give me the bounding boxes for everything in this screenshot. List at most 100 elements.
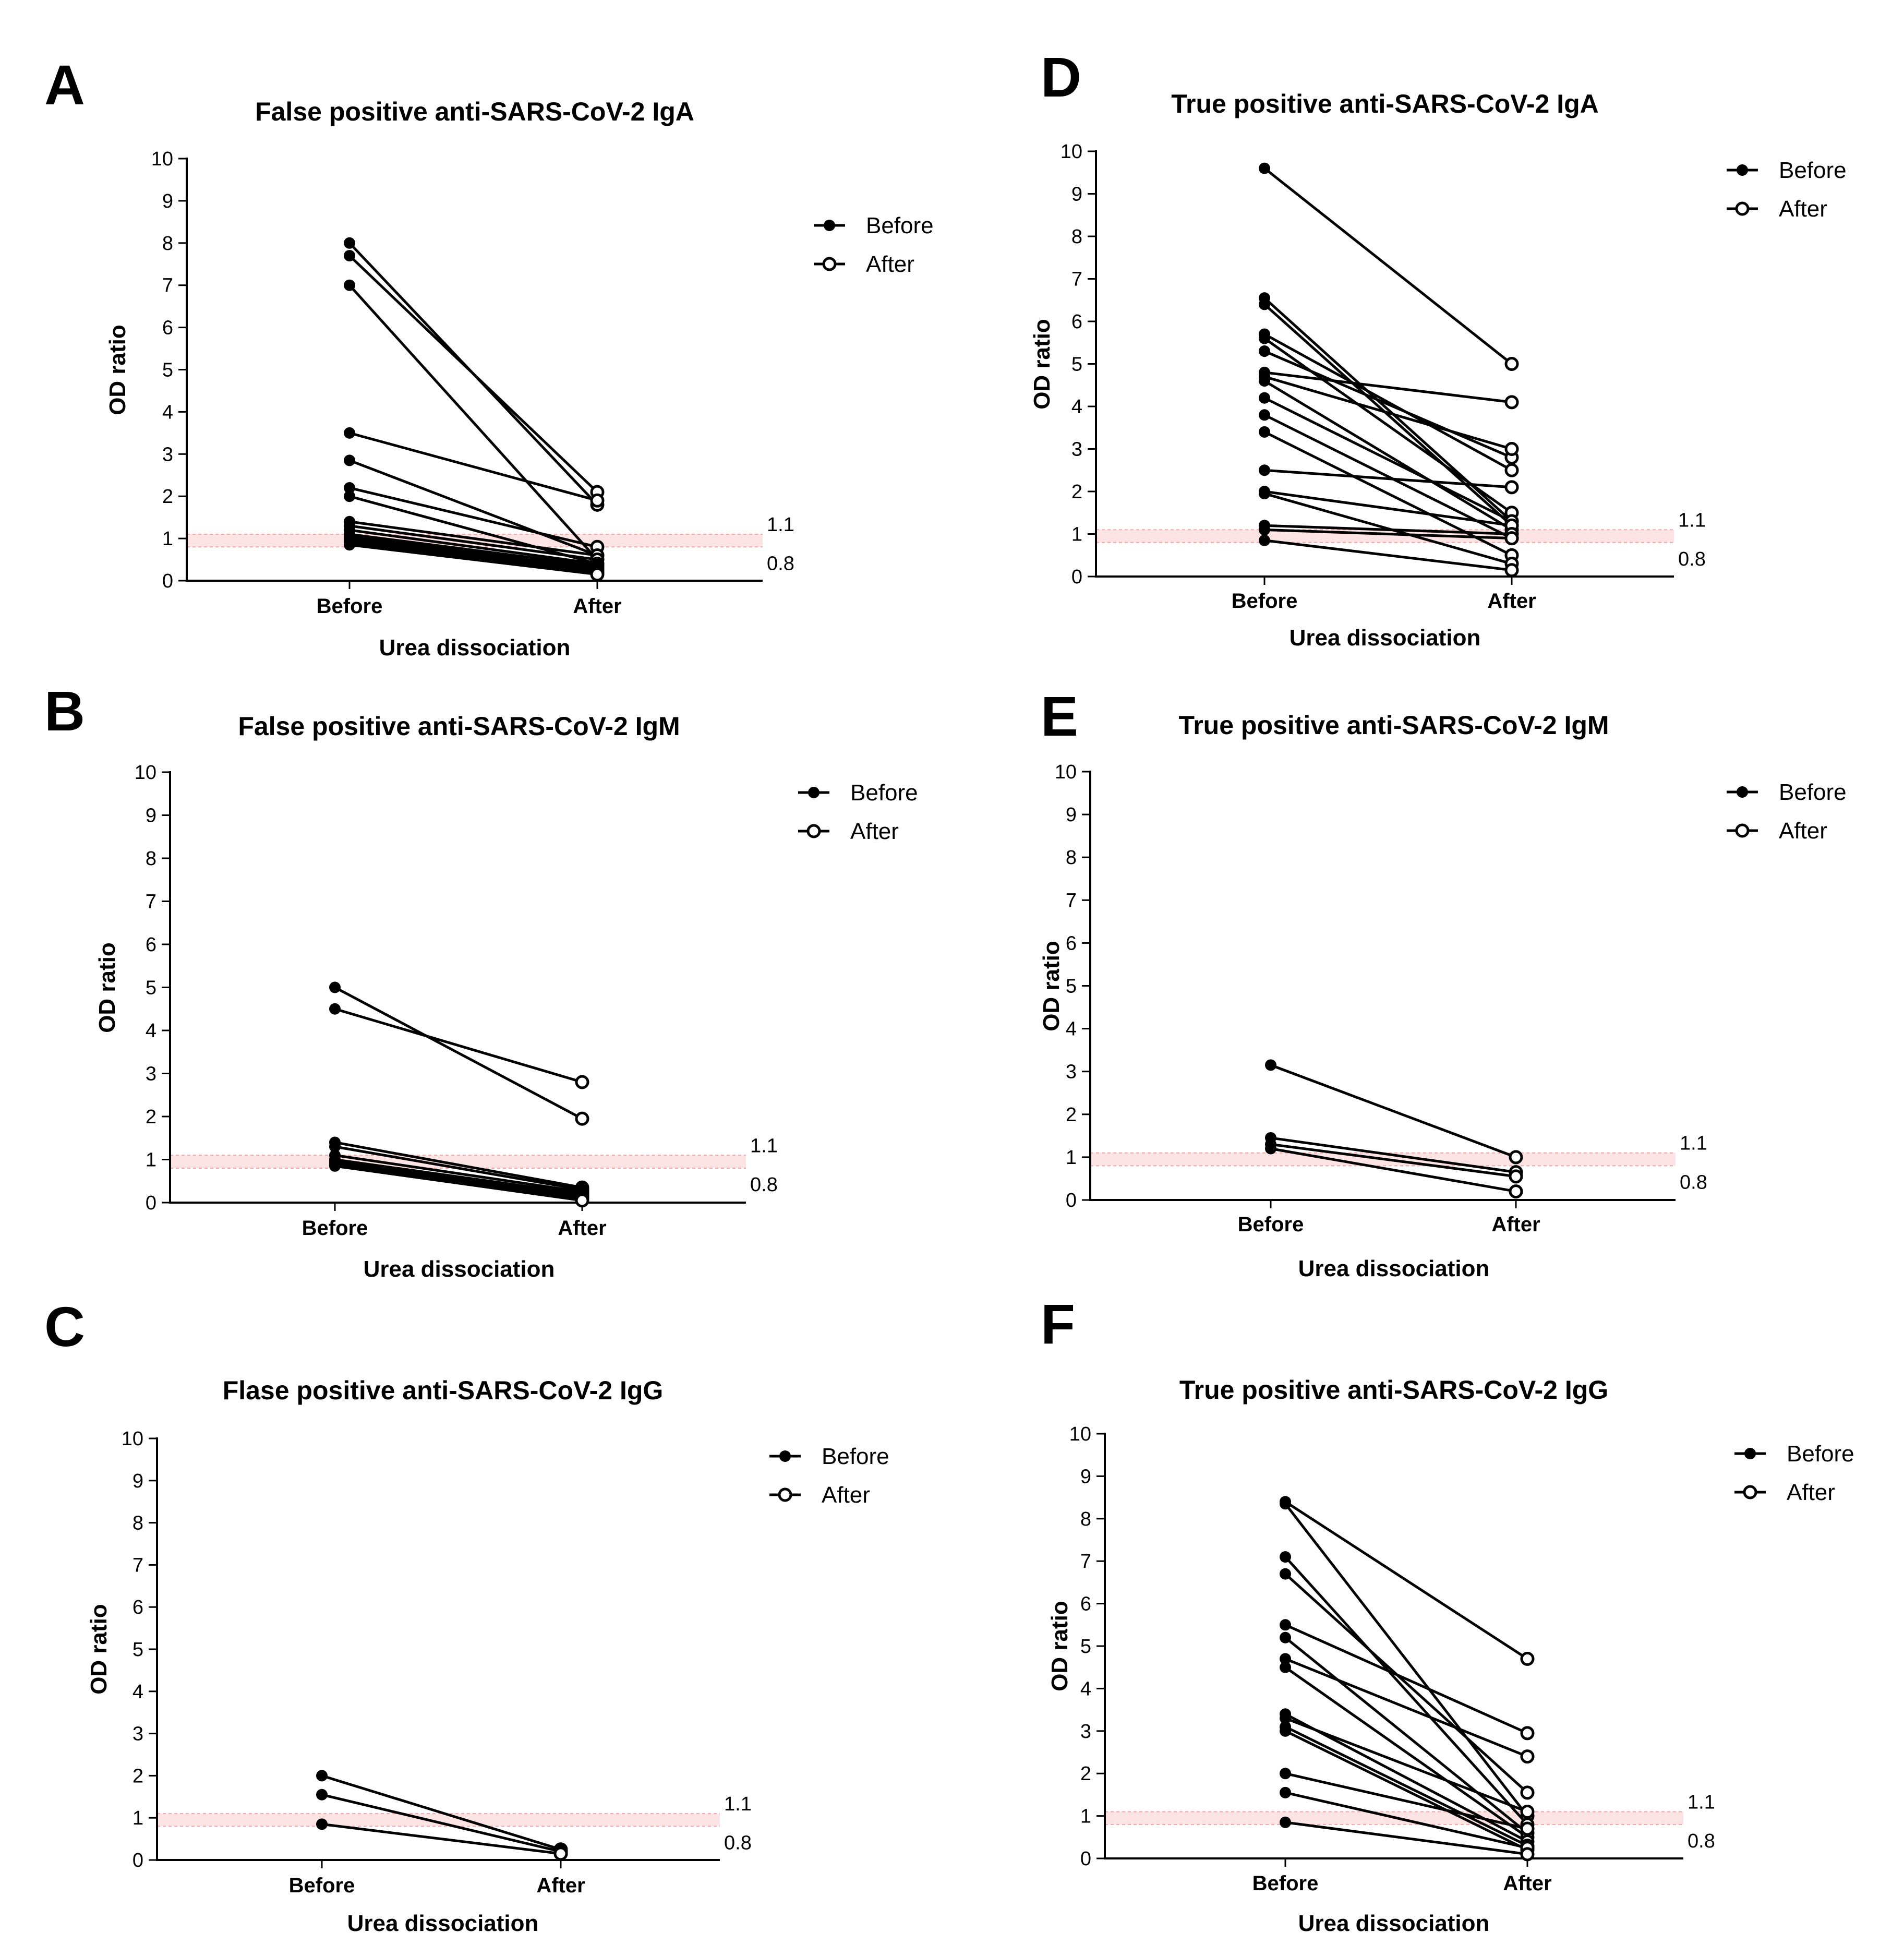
pair-line bbox=[349, 495, 598, 566]
before-point bbox=[1259, 345, 1270, 357]
before-point bbox=[1259, 524, 1270, 536]
threshold-band bbox=[1096, 530, 1674, 543]
before-point bbox=[1280, 1725, 1291, 1737]
pair-line bbox=[348, 255, 598, 493]
pair-line bbox=[1263, 337, 1513, 514]
pair-line bbox=[1285, 1772, 1528, 1830]
before-point bbox=[1280, 1816, 1291, 1828]
panel-a: A False positive anti-SARS-CoV-2 IgA 1.1 0.… bbox=[44, 53, 934, 661]
y-tick-label: 10 bbox=[135, 762, 156, 784]
legend-before-marker bbox=[1737, 786, 1748, 798]
threshold-label-lower: 0.8 bbox=[1688, 1830, 1715, 1852]
pair-line bbox=[1263, 430, 1513, 557]
pair-line bbox=[334, 1162, 583, 1200]
y-tick-label: 8 bbox=[1066, 847, 1077, 869]
legend: Before After bbox=[1734, 1441, 1854, 1505]
before-point bbox=[1280, 1551, 1291, 1563]
chart-title: True positive anti-SARS-CoV-2 IgG bbox=[1179, 1375, 1608, 1405]
x-tick-label: Before bbox=[317, 595, 383, 618]
pair-line bbox=[349, 535, 598, 570]
y-axis-title: OD ratio bbox=[1039, 941, 1064, 1031]
panel-f: F True positive anti-SARS-CoV-2 IgG 1.1 0.8… bbox=[1041, 1292, 1854, 1936]
y-tick-label: 8 bbox=[1071, 226, 1082, 248]
pair-line bbox=[349, 459, 598, 557]
pair-line bbox=[1264, 524, 1512, 535]
x-axis-title: Urea dissociation bbox=[1298, 1911, 1490, 1936]
chart-title: True positive anti-SARS-CoV-2 IgA bbox=[1171, 89, 1599, 118]
before-point bbox=[344, 237, 355, 249]
after-point bbox=[1504, 357, 1519, 371]
y-tick-label: 0 bbox=[1066, 1190, 1077, 1211]
legend-before-marker bbox=[808, 787, 820, 798]
pair-line bbox=[1264, 375, 1512, 450]
legend-before-label: Before bbox=[866, 213, 934, 238]
after-point bbox=[1520, 1821, 1535, 1836]
x-tick-label: After bbox=[536, 1874, 585, 1897]
pair-line bbox=[1263, 167, 1513, 365]
pair-line bbox=[334, 1154, 583, 1193]
pair-line bbox=[349, 543, 598, 576]
x-tick-label: Before bbox=[1252, 1872, 1319, 1895]
y-tick-label: 7 bbox=[1066, 890, 1077, 911]
legend: Before After bbox=[798, 780, 918, 844]
chart-title: Flase positive anti-SARS-CoV-2 IgG bbox=[223, 1376, 664, 1405]
y-tick-label: 0 bbox=[146, 1192, 156, 1214]
panel-letter: F bbox=[1041, 1292, 1075, 1355]
y-tick-label: 3 bbox=[146, 1063, 156, 1085]
y-tick-label: 2 bbox=[1066, 1104, 1077, 1126]
before-point bbox=[1259, 409, 1270, 421]
y-tick-label: 5 bbox=[146, 977, 156, 999]
y-tick-label: 6 bbox=[1066, 932, 1077, 954]
chart-title: False positive anti-SARS-CoV-2 IgM bbox=[238, 712, 680, 741]
x-tick-label: Before bbox=[289, 1874, 355, 1897]
y-tick-label: 3 bbox=[162, 443, 173, 465]
legend: Before After bbox=[1727, 779, 1847, 844]
threshold-label-upper: 1.1 bbox=[767, 514, 794, 536]
before-point bbox=[344, 279, 355, 291]
pair-line bbox=[334, 1141, 583, 1189]
pair-line bbox=[334, 986, 583, 1120]
after-point bbox=[1504, 463, 1519, 477]
legend-after-marker bbox=[778, 1487, 792, 1502]
y-tick-label: 10 bbox=[1055, 761, 1077, 783]
panel-letter: C bbox=[44, 1295, 85, 1358]
pair-line bbox=[349, 529, 598, 566]
y-tick-label: 5 bbox=[1080, 1636, 1091, 1658]
before-point bbox=[1259, 298, 1270, 310]
pair-line bbox=[1284, 1666, 1528, 1839]
y-tick-label: 0 bbox=[1080, 1848, 1091, 1870]
before-point bbox=[344, 490, 355, 502]
after-point bbox=[1520, 1651, 1535, 1666]
legend-before-label: Before bbox=[1787, 1441, 1854, 1467]
x-tick-label: Before bbox=[302, 1217, 368, 1240]
threshold-label-lower: 0.8 bbox=[750, 1174, 778, 1196]
threshold-label-upper: 1.1 bbox=[724, 1793, 752, 1815]
x-tick-label: After bbox=[558, 1217, 606, 1240]
threshold-band bbox=[187, 534, 763, 547]
y-tick-label: 2 bbox=[162, 486, 173, 508]
before-point bbox=[1265, 1143, 1276, 1155]
before-point bbox=[344, 454, 355, 466]
x-axis-title: Urea dissociation bbox=[347, 1911, 539, 1936]
before-point bbox=[329, 981, 341, 993]
after-point bbox=[575, 1193, 589, 1208]
before-point bbox=[344, 250, 355, 262]
before-point bbox=[1280, 1498, 1291, 1510]
y-tick-label: 9 bbox=[1071, 184, 1082, 206]
panel-b: B False positive anti-SARS-CoV-2 IgM 1.1 0.… bbox=[44, 679, 918, 1282]
after-point bbox=[1509, 1184, 1523, 1199]
y-axis-title: OD ratio bbox=[105, 325, 130, 415]
y-tick-label: 8 bbox=[162, 233, 173, 255]
pair-line bbox=[1264, 528, 1512, 540]
after-point bbox=[553, 1846, 568, 1861]
pair-line bbox=[334, 1160, 583, 1198]
y-tick-label: 6 bbox=[1071, 311, 1082, 333]
y-tick-label: 4 bbox=[146, 1020, 156, 1042]
legend-after-marker bbox=[1735, 823, 1750, 838]
before-point bbox=[344, 482, 355, 494]
pair-line bbox=[1284, 1556, 1528, 1826]
legend-after-marker bbox=[1743, 1485, 1757, 1499]
pair-line bbox=[334, 1007, 583, 1084]
after-point bbox=[1504, 563, 1519, 578]
pair-line bbox=[321, 1774, 561, 1851]
